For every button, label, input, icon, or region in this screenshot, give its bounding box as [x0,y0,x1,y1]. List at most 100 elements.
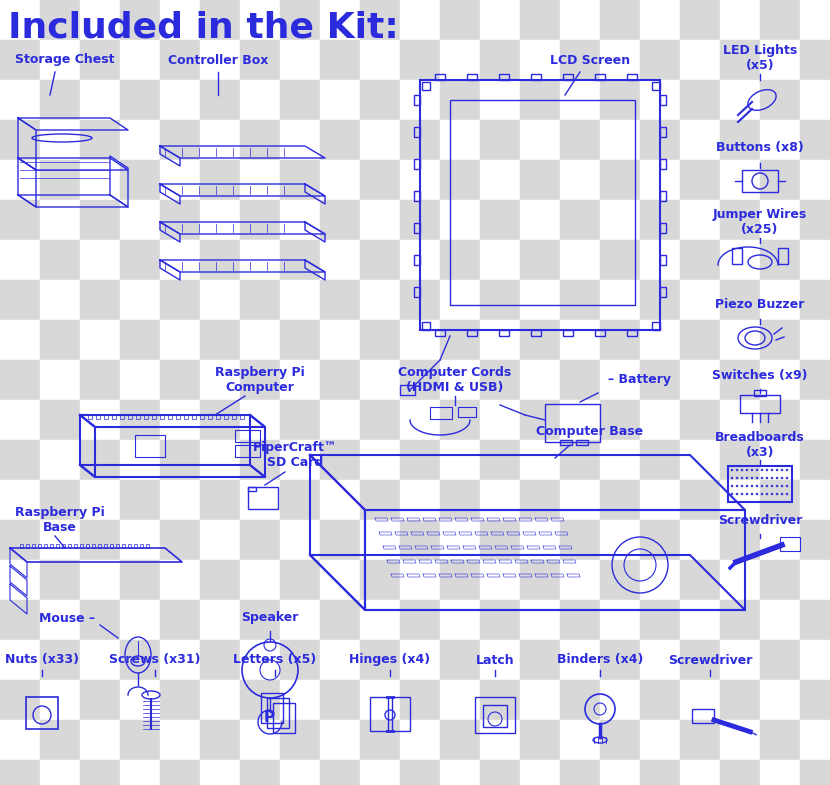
Bar [200,415,204,419]
Circle shape [736,477,738,479]
Bar [414,287,420,297]
Bar [80,680,120,720]
Bar [480,600,520,640]
Bar [360,160,400,200]
Bar [560,520,600,560]
Bar [545,404,600,442]
Bar [280,320,320,360]
Circle shape [756,477,758,479]
Bar [160,415,164,419]
Bar [40,360,80,400]
Bar [480,680,520,720]
Bar [720,80,760,120]
Bar [40,720,80,760]
Bar [400,560,440,600]
Bar [280,40,320,80]
Bar [74,544,77,548]
Text: Nuts (x33): Nuts (x33) [5,653,79,666]
Bar [40,480,80,520]
Bar [680,360,720,400]
Bar [414,127,420,137]
Bar [160,760,200,785]
Circle shape [751,477,753,479]
Bar [160,200,200,240]
Bar [640,360,680,400]
Bar [600,40,640,80]
Bar [680,680,720,720]
Bar [128,415,132,419]
Bar [600,440,640,480]
Bar [400,200,440,240]
Bar [40,320,80,360]
Bar [62,544,65,548]
Bar [360,760,400,785]
Bar [240,280,280,320]
Bar [120,40,160,80]
Bar [640,80,680,120]
Bar [480,520,520,560]
Bar [627,330,637,336]
Bar [652,322,660,330]
Bar [280,480,320,520]
Bar [520,0,560,40]
Circle shape [756,485,758,487]
Bar [480,320,520,360]
Text: Computer Base: Computer Base [536,425,643,439]
Bar [520,40,560,80]
Bar [200,480,240,520]
Bar [640,480,680,520]
Bar [600,560,640,600]
Bar [692,709,714,723]
Bar [680,320,720,360]
Bar [320,400,360,440]
Bar [720,400,760,440]
Bar [560,200,600,240]
Bar [520,80,560,120]
Bar [200,240,240,280]
Bar [80,280,120,320]
Bar [640,320,680,360]
Circle shape [776,469,778,471]
Bar [40,0,80,40]
Bar [440,0,480,40]
Bar [480,760,520,785]
Bar [400,720,440,760]
Bar [160,440,200,480]
Circle shape [741,493,743,495]
Bar [280,600,320,640]
Bar [280,560,320,600]
Bar [680,160,720,200]
Bar [168,415,172,419]
Bar [160,280,200,320]
Bar [50,544,53,548]
Bar [720,240,760,280]
Bar [560,600,600,640]
Text: Screwdriver: Screwdriver [668,653,752,666]
Bar [26,697,58,729]
Circle shape [786,469,788,471]
Bar [120,80,160,120]
Bar [720,320,760,360]
Bar [200,600,240,640]
Circle shape [746,477,748,479]
Bar [400,160,440,200]
Bar [720,200,760,240]
Bar [120,760,160,785]
Bar [760,360,800,400]
Bar [160,360,200,400]
Bar [499,330,509,336]
Bar [520,480,560,520]
Bar [440,200,480,240]
Bar [360,200,400,240]
Bar [320,200,360,240]
Bar [520,160,560,200]
Bar [760,600,800,640]
Bar [360,560,400,600]
Bar [80,0,120,40]
Circle shape [771,469,773,471]
Bar [360,720,400,760]
Bar [520,200,560,240]
Bar [80,600,120,640]
Bar [600,480,640,520]
Bar [0,520,40,560]
